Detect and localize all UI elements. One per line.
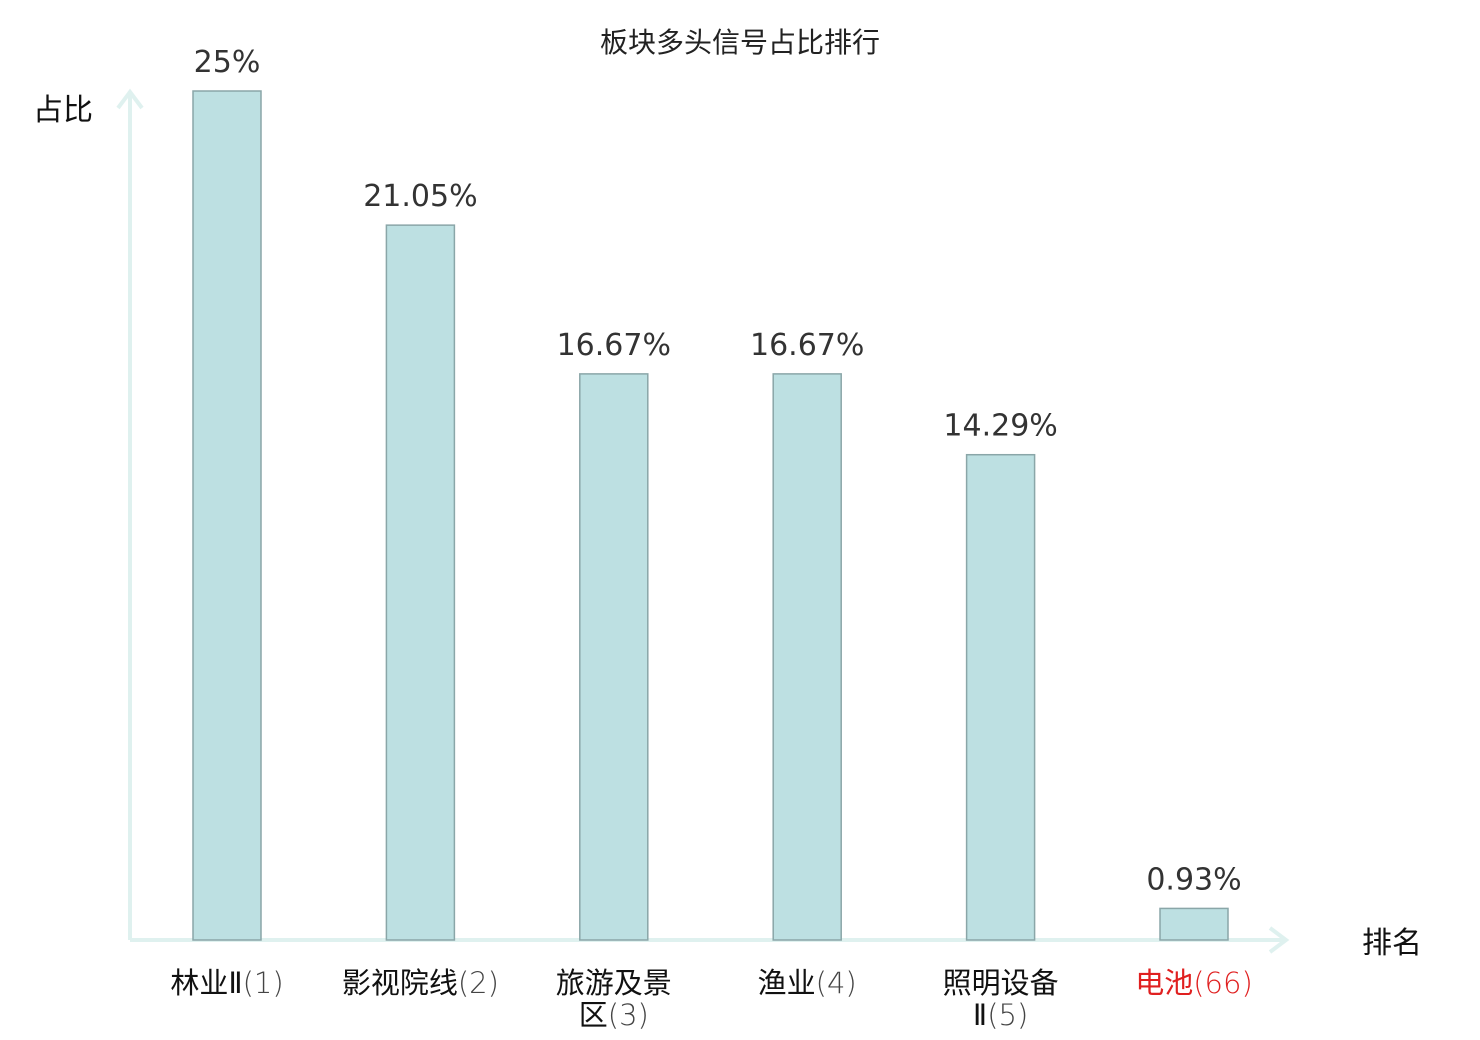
bar-value-label: 21.05%	[363, 179, 477, 214]
category-rank: (5)	[987, 998, 1028, 1032]
category-name: 渔业	[758, 966, 816, 1000]
category-label: 渔业(4)	[758, 966, 857, 1000]
category-name: 电池	[1135, 966, 1193, 1000]
category-label: 旅游及景区(3)	[556, 966, 672, 1032]
category-name: 林业Ⅱ	[170, 966, 242, 1000]
category-rank: (2)	[458, 966, 499, 1000]
bar-value-label: 14.29%	[943, 409, 1057, 444]
y-axis-label: 占比	[33, 93, 93, 128]
bars-group: 25% 林业Ⅱ(1) 21.05% 影视院线(2) 16.67% 旅游及景区(3) 16.6…	[170, 45, 1252, 1032]
axes	[116, 88, 1290, 954]
x-axis-arrow	[1268, 926, 1290, 954]
category-rank: (3)	[608, 998, 649, 1032]
x-axis-label: 排名	[1362, 926, 1422, 961]
category-rank: (4)	[816, 966, 857, 1000]
y-axis-arrow	[116, 88, 144, 110]
bar-value-label: 16.67%	[750, 328, 864, 363]
category-rank: (66)	[1193, 966, 1253, 1000]
category-rank: (1)	[243, 966, 284, 1000]
bar	[772, 373, 842, 941]
category-name: 区	[579, 998, 608, 1032]
category-label: 照明设备 Ⅱ(5)	[943, 966, 1059, 1032]
bar-value-label: 16.67%	[557, 328, 671, 363]
category-name: 照明设备	[943, 966, 1059, 1000]
category-name: Ⅱ	[973, 998, 987, 1032]
category-name: 影视院线	[342, 966, 458, 1000]
category-label: 影视院线(2)	[342, 966, 499, 1000]
bar	[1159, 907, 1229, 941]
category-label: 电池(66)	[1135, 966, 1253, 1000]
category-name: 旅游及景	[556, 966, 672, 1000]
bar	[385, 224, 456, 941]
bar-value-label: 25%	[194, 45, 261, 80]
bar	[579, 373, 649, 941]
chart-title: 板块多头信号占比排行	[600, 26, 880, 59]
bar-value-label: 0.93%	[1146, 862, 1241, 897]
bar	[965, 453, 1036, 941]
category-label: 林业Ⅱ(1)	[170, 966, 283, 1000]
bar	[192, 90, 262, 941]
